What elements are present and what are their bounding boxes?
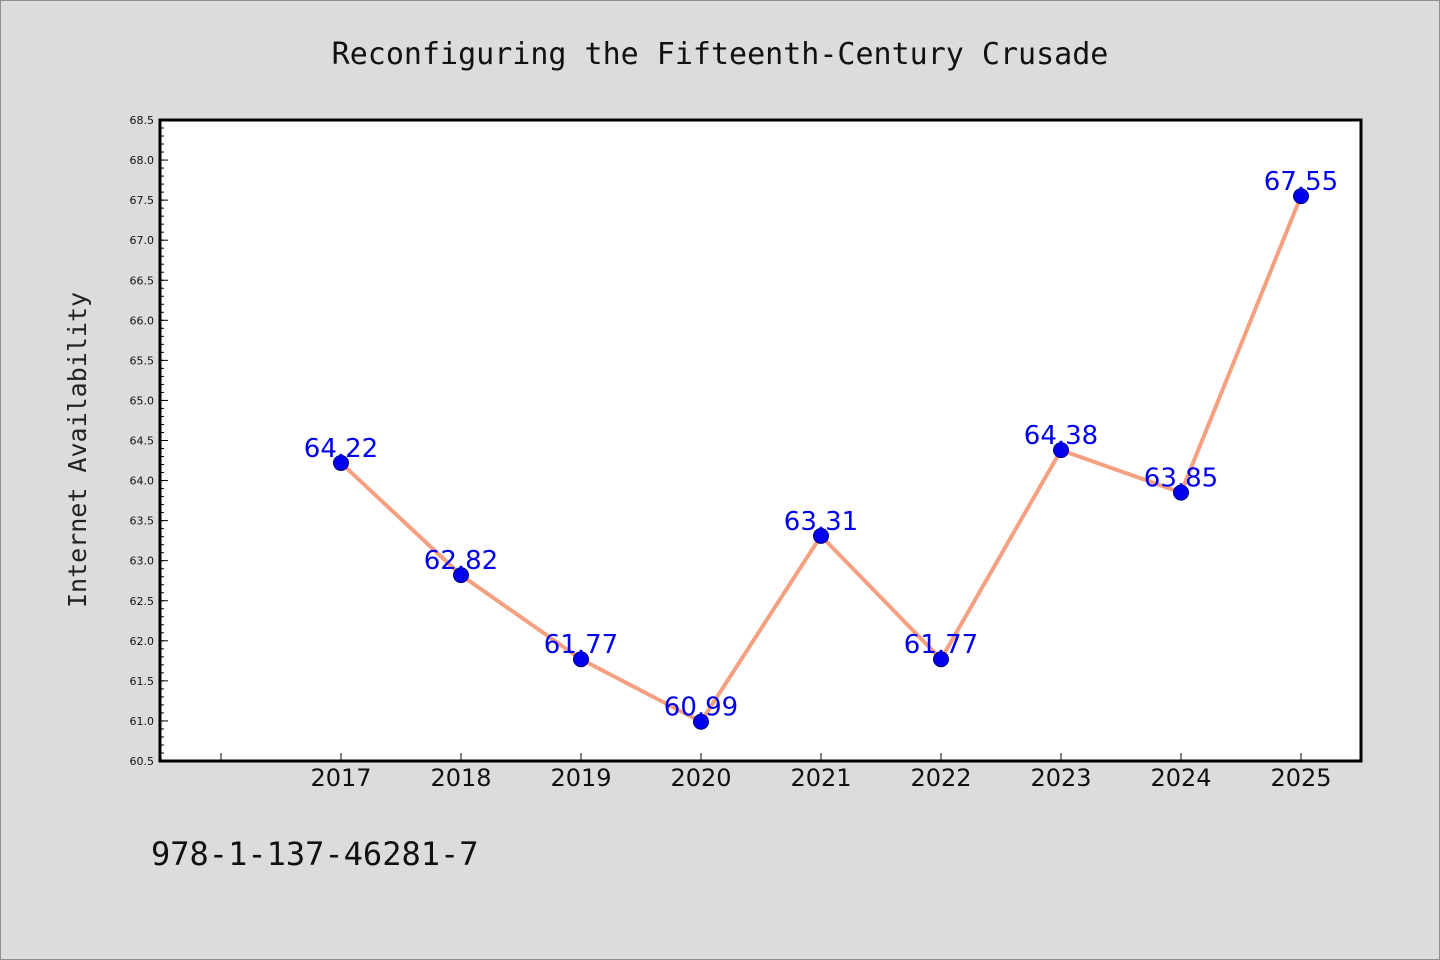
x-tick-label: 2025 bbox=[1270, 764, 1331, 792]
data-label: 63.85 bbox=[1144, 464, 1218, 494]
y-tick-label: 68.0 bbox=[130, 154, 155, 167]
data-point bbox=[573, 651, 589, 668]
data-label: 62.82 bbox=[424, 546, 498, 576]
y-tick-label: 66.0 bbox=[130, 314, 155, 327]
x-tick-label: 2024 bbox=[1150, 764, 1211, 792]
data-point bbox=[813, 527, 829, 544]
x-tick-label: 2019 bbox=[550, 764, 611, 792]
y-tick-label: 64.0 bbox=[130, 475, 155, 488]
data-label: 64.38 bbox=[1024, 421, 1098, 451]
y-tick-label: 64.5 bbox=[130, 435, 155, 448]
y-tick-label: 62.5 bbox=[130, 595, 155, 608]
y-axis: 60.5 61.0 61.5 62.0 62.5 63.0 63.5 64.0 64.5 65.0… bbox=[130, 114, 168, 768]
y-tick-label: 61.0 bbox=[130, 715, 155, 728]
data-point bbox=[693, 713, 709, 730]
chart-title: Reconfiguring the Fifteenth-Century Crus… bbox=[332, 37, 1109, 72]
data-point bbox=[1293, 188, 1309, 205]
y-tick-label: 66.5 bbox=[130, 274, 155, 287]
data-label: 61.77 bbox=[544, 630, 618, 660]
x-tick-label: 2021 bbox=[790, 764, 851, 792]
data-label: 61.77 bbox=[904, 630, 978, 660]
data-label: 64.22 bbox=[304, 434, 378, 464]
isbn-text: 978-1-137-46281-7 bbox=[151, 835, 479, 873]
x-tick-label: 2022 bbox=[910, 764, 971, 792]
y-tick-label: 65.0 bbox=[130, 394, 155, 407]
y-tick-label: 63.0 bbox=[130, 555, 155, 568]
y-tick-label: 62.0 bbox=[130, 635, 155, 648]
data-point bbox=[1173, 484, 1189, 501]
y-tick-label: 65.5 bbox=[130, 354, 155, 367]
data-label: 67.55 bbox=[1264, 167, 1338, 197]
y-tick-label: 68.5 bbox=[130, 114, 155, 127]
x-tick-label: 2023 bbox=[1030, 764, 1091, 792]
y-tick-label: 61.5 bbox=[130, 675, 155, 688]
data-point bbox=[933, 651, 949, 668]
x-axis: 2017 2018 2019 2020 2021 2022 2023 2024 2025 bbox=[220, 753, 1332, 792]
x-tick-label: 2018 bbox=[430, 764, 491, 792]
plot-area bbox=[158, 118, 1363, 763]
x-tick-label: 2017 bbox=[310, 764, 371, 792]
data-label: 60.99 bbox=[664, 693, 738, 723]
data-point bbox=[333, 454, 349, 471]
y-tick-label: 63.5 bbox=[130, 515, 155, 528]
data-point bbox=[1053, 442, 1069, 459]
y-tick-label: 67.0 bbox=[130, 234, 155, 247]
series-layer: 64.22 62.82 61.77 60.99 63.31 61.77 64.38 63.85… bbox=[304, 167, 1338, 730]
y-tick-label: 67.5 bbox=[130, 194, 155, 207]
y-tick-label: 60.5 bbox=[130, 755, 155, 768]
data-label: 63.31 bbox=[784, 507, 858, 537]
data-point bbox=[453, 567, 469, 584]
y-axis-label: Internet Availability bbox=[63, 292, 92, 608]
x-tick-label: 2020 bbox=[670, 764, 731, 792]
